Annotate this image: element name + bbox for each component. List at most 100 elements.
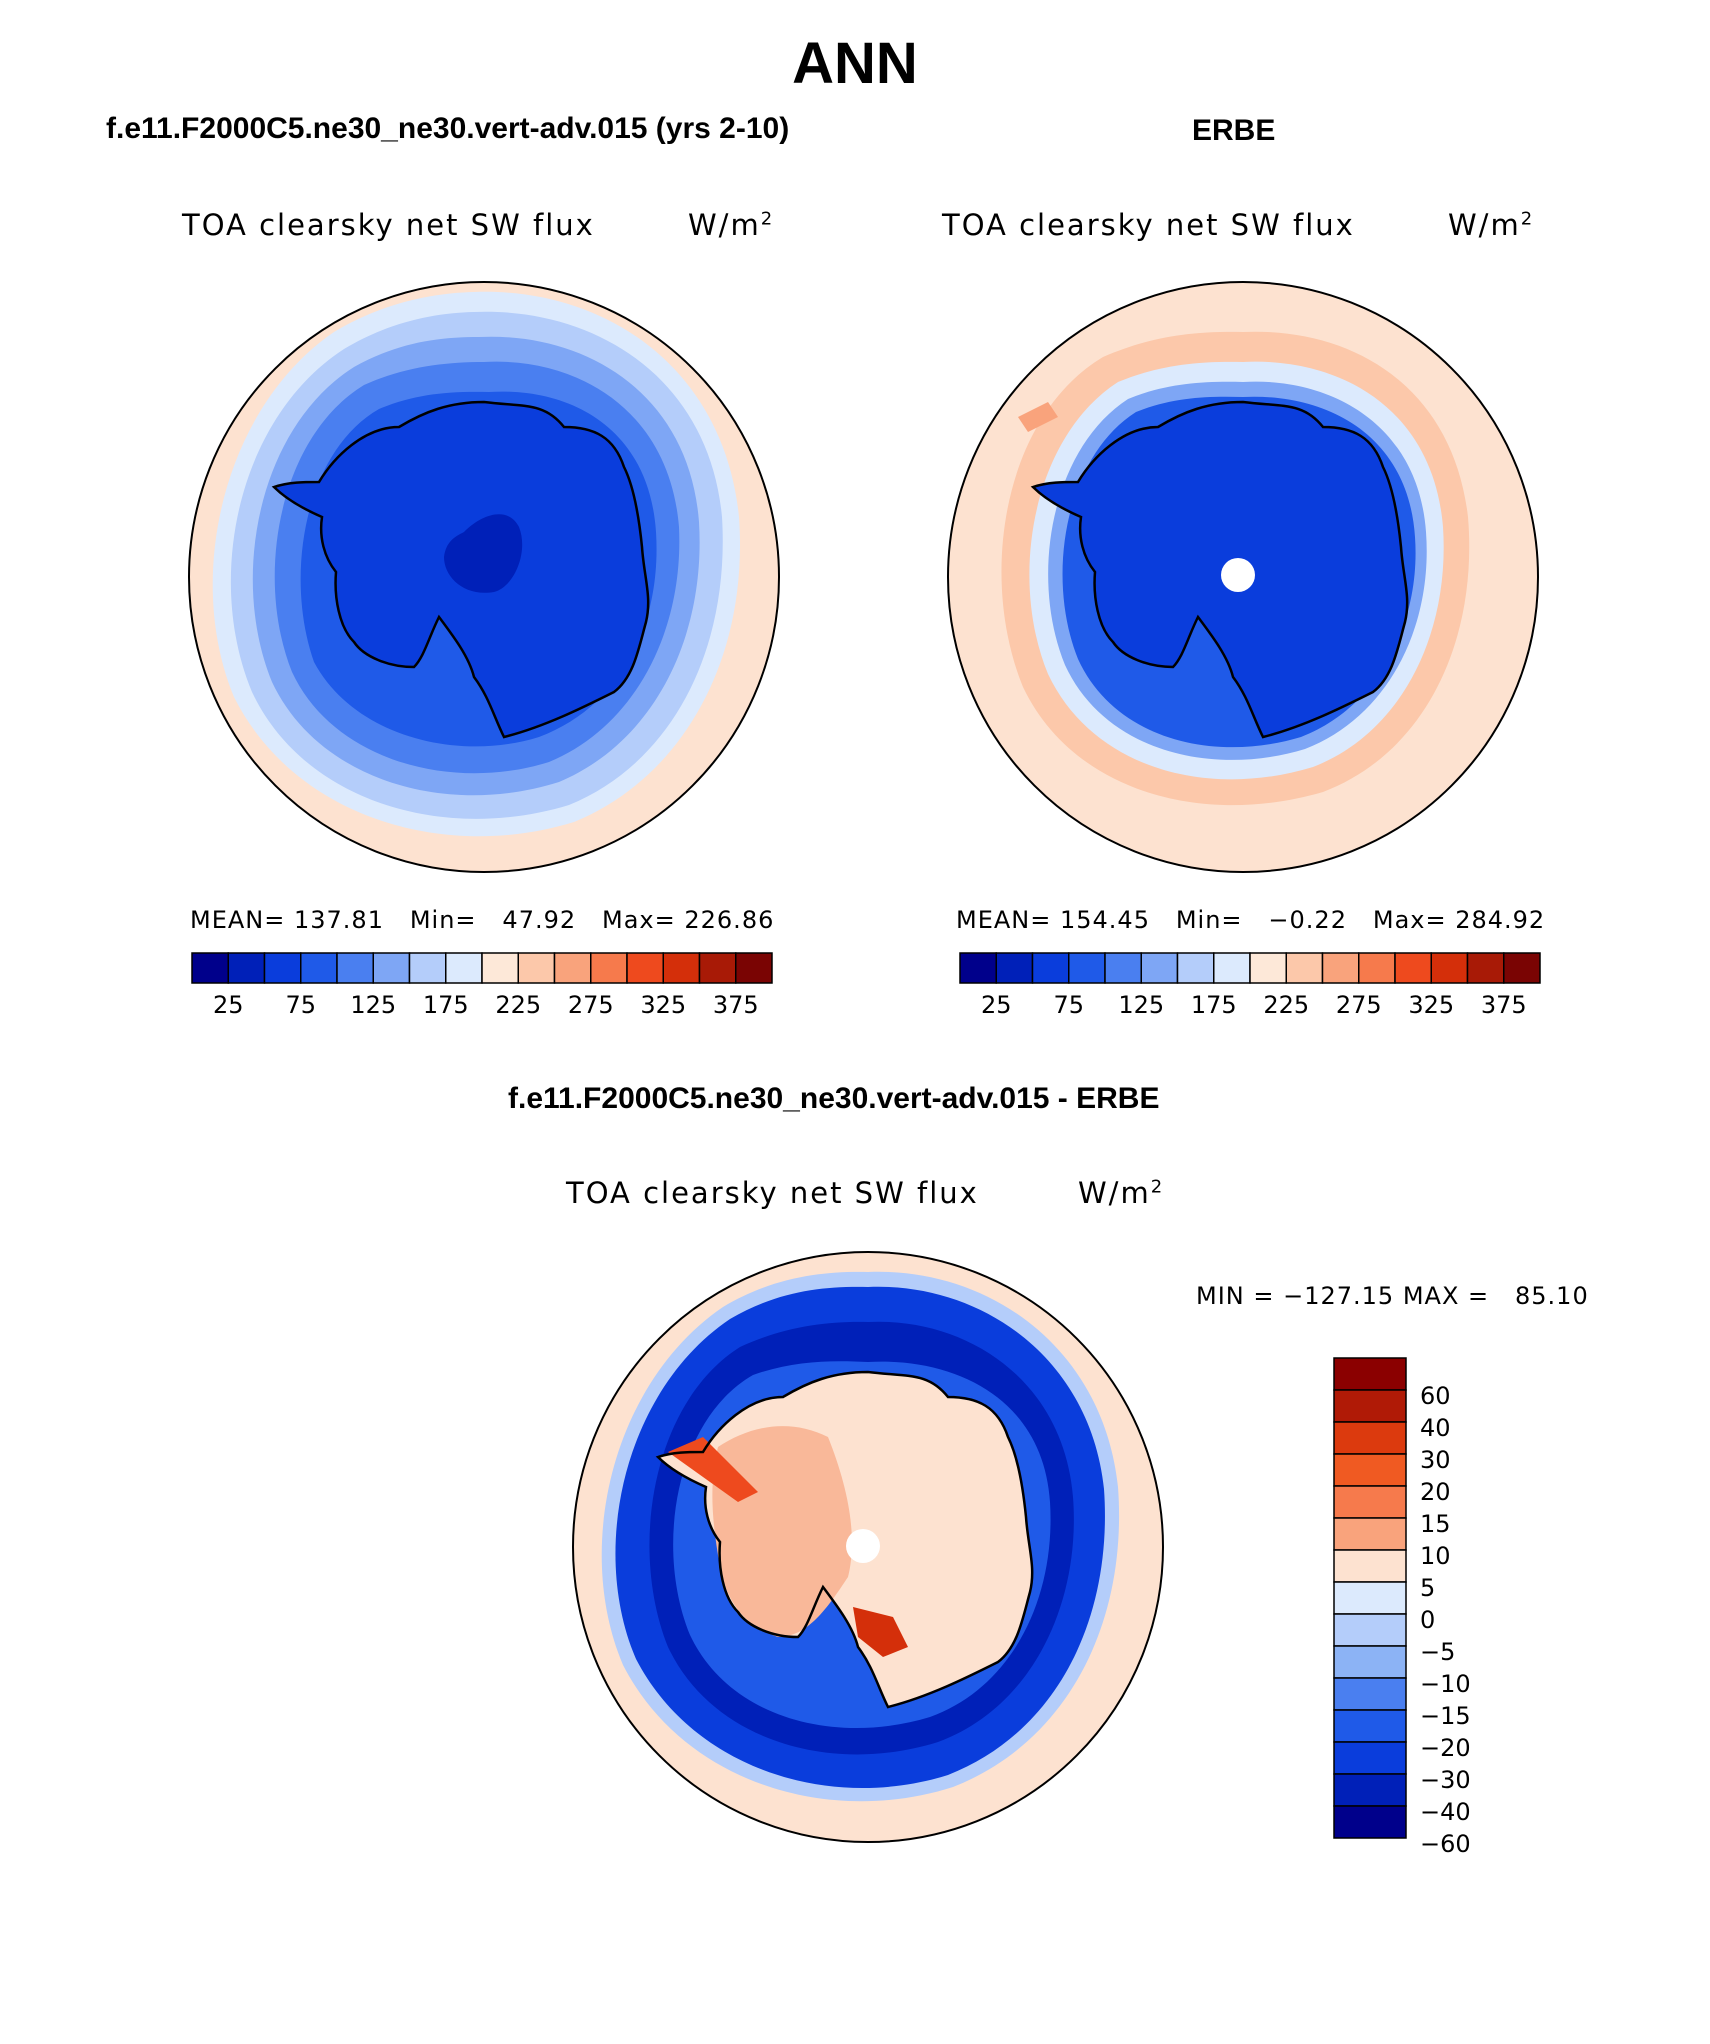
colorbar-tick-label: 60: [1420, 1382, 1451, 1410]
colorbar-swatch: [372, 952, 411, 984]
panel1-variable-label: TOA clearsky net SW flux: [182, 208, 595, 242]
panel3-polar-map: [572, 1251, 1164, 1843]
colorbar-swatch: [1140, 952, 1179, 984]
colorbar-tick-label: 325: [1408, 991, 1455, 1019]
colorbar-tick-label: −30: [1420, 1766, 1471, 1794]
colorbar-swatch: [1068, 952, 1106, 984]
panel3-case-title: f.e11.F2000C5.ne30_ne30.vert-adv.015 - E…: [508, 1082, 1160, 1115]
colorbar-tick-label: −20: [1420, 1734, 1471, 1762]
panel3-units: W/m2: [1078, 1176, 1165, 1210]
panel2-units: W/m2: [1448, 208, 1535, 242]
colorbar-tick-label: 15: [1420, 1510, 1451, 1538]
colorbar-swatch: [191, 952, 229, 984]
colorbar-swatch: [481, 952, 519, 984]
colorbar-tick-label: −5: [1420, 1638, 1456, 1666]
colorbar-tick-label: 75: [1053, 991, 1085, 1019]
colorbar-tick-label: 75: [285, 991, 317, 1019]
colorbar-swatch: [227, 952, 266, 984]
colorbar-swatch: [1285, 952, 1324, 984]
colorbar-swatch: [1333, 1421, 1407, 1455]
colorbar-tick-label: 10: [1420, 1542, 1451, 1570]
colorbar-swatch: [553, 952, 592, 984]
colorbar-swatch: [1333, 1485, 1407, 1519]
figure-title: ANN: [792, 31, 918, 96]
colorbar-tick-label: −60: [1420, 1830, 1471, 1858]
colorbar-swatch: [1333, 1389, 1407, 1423]
colorbar-swatch: [1104, 952, 1142, 984]
colorbar-swatch: [1321, 952, 1360, 984]
colorbar-tick-label: 20: [1420, 1478, 1451, 1506]
colorbar-swatch: [336, 952, 374, 984]
colorbar-tick-label: 40: [1420, 1414, 1451, 1442]
panel1-colorbar: [191, 952, 773, 984]
colorbar-swatch: [1503, 952, 1541, 984]
panel2-variable-label: TOA clearsky net SW flux: [942, 208, 1355, 242]
colorbar-tick-label: 275: [567, 991, 614, 1019]
colorbar-swatch: [1333, 1549, 1407, 1583]
colorbar-tick-label: 0: [1420, 1606, 1436, 1634]
colorbar-swatch: [1333, 1581, 1407, 1615]
colorbar-tick-label: 30: [1420, 1446, 1451, 1474]
panel1-polar-map: [188, 281, 780, 873]
panel1-stats: MEAN= 137.81 Min= 47.92 Max= 226.86: [190, 906, 775, 934]
colorbar-swatch: [1333, 1709, 1407, 1743]
colorbar-swatch: [517, 952, 556, 984]
colorbar-swatch: [1358, 952, 1396, 984]
panel3-colorbar: [1333, 1357, 1407, 1839]
panel3-stats: MIN = −127.15 MAX = 85.10: [1196, 1282, 1589, 1310]
colorbar-swatch: [263, 952, 302, 984]
colorbar-swatch: [1031, 952, 1070, 984]
colorbar-tick-label: 25: [980, 991, 1012, 1019]
colorbar-swatch: [300, 952, 338, 984]
panel3-pole-hole: [846, 1529, 880, 1563]
colorbar-swatch: [1333, 1453, 1407, 1487]
colorbar-swatch: [662, 952, 701, 984]
colorbar-tick-label: 275: [1335, 991, 1382, 1019]
colorbar-swatch: [1333, 1677, 1407, 1711]
panel2-case-title: ERBE: [1192, 114, 1276, 147]
colorbar-swatch: [1333, 1741, 1407, 1775]
colorbar-tick-label: 175: [1190, 991, 1237, 1019]
colorbar-swatch: [1176, 952, 1215, 984]
panel1-case-title: f.e11.F2000C5.ne30_ne30.vert-adv.015 (yr…: [106, 112, 790, 145]
colorbar-tick-label: −40: [1420, 1798, 1471, 1826]
colorbar-swatch: [1249, 952, 1287, 984]
colorbar-tick-label: 325: [640, 991, 687, 1019]
panel2-stats: MEAN= 154.45 Min= −0.22 Max= 284.92: [956, 906, 1546, 934]
colorbar-swatch: [626, 952, 664, 984]
colorbar-swatch: [1333, 1357, 1407, 1391]
panel1-coastline: [271, 400, 650, 739]
colorbar-swatch: [445, 952, 483, 984]
panel3-coastline: [655, 1370, 1034, 1709]
colorbar-tick-label: 125: [1118, 991, 1165, 1019]
colorbar-swatch: [1333, 1613, 1407, 1647]
panel2-colorbar: [959, 952, 1541, 984]
colorbar-swatch: [995, 952, 1034, 984]
colorbar-swatch: [1430, 952, 1469, 984]
colorbar-tick-label: 225: [495, 991, 542, 1019]
colorbar-tick-label: 225: [1263, 991, 1310, 1019]
colorbar-swatch: [1333, 1517, 1407, 1551]
colorbar-swatch: [1333, 1645, 1407, 1679]
colorbar-tick-label: −15: [1420, 1702, 1471, 1730]
panel2-pole-hole: [1221, 558, 1255, 592]
colorbar-tick-label: 375: [1480, 991, 1527, 1019]
colorbar-tick-label: 375: [712, 991, 759, 1019]
colorbar-swatch: [1213, 952, 1251, 984]
panel2-polar-map: [947, 281, 1539, 873]
colorbar-swatch: [1333, 1805, 1407, 1839]
panel2-coastline: [1030, 400, 1409, 739]
colorbar-tick-label: 125: [350, 991, 397, 1019]
colorbar-swatch: [408, 952, 447, 984]
panel3-variable-label: TOA clearsky net SW flux: [566, 1176, 979, 1210]
colorbar-tick-label: 25: [212, 991, 244, 1019]
panel1-units: W/m2: [688, 208, 775, 242]
panel1-map-fill: [189, 282, 779, 872]
colorbar-tick-label: 5: [1420, 1574, 1436, 1602]
colorbar-swatch: [590, 952, 628, 984]
colorbar-swatch: [1466, 952, 1505, 984]
colorbar-swatch: [1394, 952, 1432, 984]
colorbar-tick-label: 175: [422, 991, 469, 1019]
colorbar-swatch: [959, 952, 997, 984]
colorbar-swatch: [1333, 1773, 1407, 1807]
